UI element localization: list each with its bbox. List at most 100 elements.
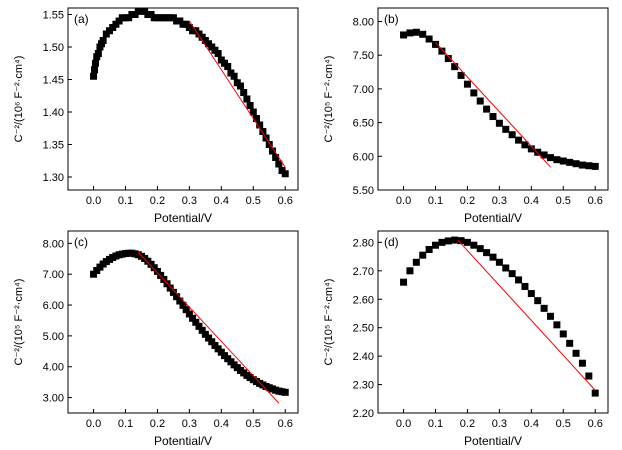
data-point: [547, 154, 554, 162]
data-point: [91, 59, 99, 67]
data-point: [243, 95, 251, 103]
x-tick-label: 0.0: [396, 418, 411, 430]
plot-frame: [67, 230, 299, 414]
data-point: [502, 125, 510, 133]
y-tick-label: 6.50: [353, 118, 374, 130]
data-point: [412, 258, 420, 266]
y-axis-label: C⁻²/(10⁵ F⁻²·cm⁴): [13, 279, 25, 366]
data-point: [419, 251, 427, 259]
data-point: [483, 105, 491, 113]
data-point: [451, 236, 459, 244]
data-point: [419, 30, 427, 38]
x-tick-label: 0.1: [118, 195, 133, 207]
y-tick-label: 2.20: [353, 408, 374, 420]
data-point: [559, 157, 567, 165]
data-point: [438, 238, 446, 246]
panel-label: (c): [74, 235, 88, 249]
data-point: [553, 321, 561, 329]
data-point: [463, 80, 471, 88]
y-tick-label: 6.00: [353, 151, 374, 163]
data-point: [578, 161, 586, 169]
data-point: [400, 31, 408, 39]
data-point: [547, 312, 554, 320]
y-tick-label: 3.00: [43, 393, 64, 405]
data-point: [527, 290, 535, 298]
y-tick-label: 1.50: [43, 42, 64, 54]
data-point: [173, 293, 181, 301]
data-point: [249, 108, 257, 116]
data-point: [508, 131, 516, 139]
data-point: [521, 141, 529, 149]
data-point: [425, 35, 433, 43]
y-axis-label: C⁻²/(10⁶ F⁻²·cm⁴): [13, 56, 25, 143]
y-tick-label: 7.00: [43, 269, 64, 281]
y-tick-label: 6.00: [43, 300, 64, 312]
data-point: [495, 119, 503, 127]
x-tick-label: 0.0: [86, 195, 101, 207]
data-point: [451, 63, 459, 71]
y-tick-label: 7.50: [353, 50, 374, 62]
y-tick-label: 4.00: [43, 362, 64, 374]
data-point: [259, 128, 267, 135]
x-tick-label: 0.3: [182, 195, 197, 207]
data-point: [540, 304, 548, 312]
x-tick-label: 0.1: [428, 195, 443, 207]
data-point: [230, 72, 238, 80]
data-point: [192, 318, 200, 326]
data-point: [224, 63, 232, 70]
data-point: [559, 330, 567, 338]
y-tick-label: 2.70: [353, 266, 374, 278]
y-tick-label: 2.40: [353, 351, 374, 363]
data-point: [438, 47, 446, 55]
data-point: [432, 241, 439, 249]
data-point: [150, 264, 158, 272]
data-point: [489, 253, 497, 261]
y-tick-label: 1.45: [43, 75, 64, 87]
x-tick-label: 0.2: [460, 195, 475, 207]
data-point: [463, 238, 471, 246]
data-point: [195, 322, 203, 330]
data-point: [406, 29, 414, 37]
x-tick-label: 0.1: [118, 418, 133, 430]
x-tick-label: 0.1: [428, 418, 443, 430]
data-point: [470, 241, 478, 249]
fit-line: [435, 42, 551, 168]
y-tick-label: 1.30: [43, 172, 64, 184]
x-tick-label: 0.4: [214, 418, 229, 430]
data-point: [246, 102, 254, 109]
y-axis-label: C⁻²/(10⁵ F⁻²·cm⁴): [323, 279, 335, 366]
data-point: [99, 37, 107, 44]
data-point: [444, 55, 452, 63]
data-point: [240, 89, 248, 96]
data-point: [166, 284, 174, 292]
y-tick-label: 1.40: [43, 107, 64, 119]
x-tick-label: 0.6: [278, 418, 293, 430]
data-point: [553, 156, 561, 164]
data-point: [585, 162, 593, 170]
data-point: [572, 349, 580, 357]
panel-label: (d): [384, 235, 399, 249]
data-point: [540, 151, 548, 159]
data-point: [176, 297, 184, 305]
data-point: [432, 40, 439, 48]
x-tick-label: 0.2: [150, 418, 165, 430]
x-axis-label: Potential/V: [154, 211, 212, 225]
data-point: [185, 310, 193, 318]
data-point: [208, 338, 216, 346]
panel-a: 0.0 0.1 0.2 0.3 0.4 0.5 0.6 1.30 1.35 1.40 1.45 1.5…: [13, 7, 299, 225]
plot-frame: [67, 7, 299, 191]
data-point: [256, 121, 264, 129]
x-axis-label: Potential/V: [154, 434, 212, 448]
y-tick-label: 2.60: [353, 294, 374, 306]
data-point: [566, 158, 574, 166]
data-point: [237, 82, 244, 90]
data-point: [585, 372, 593, 380]
data-point: [566, 339, 574, 347]
y-axis-label: C⁻²/(10⁵ F⁻²·cm⁴): [323, 56, 335, 143]
y-tick-label: 8.00: [353, 16, 374, 28]
plot-frame: [377, 7, 609, 191]
data-point: [400, 278, 408, 286]
data-point: [515, 276, 523, 284]
panel-b: 0.0 0.1 0.2 0.3 0.4 0.5 0.6 5.50 6.00 6.50 7.00 7.5…: [323, 7, 609, 225]
data-point: [515, 136, 523, 144]
